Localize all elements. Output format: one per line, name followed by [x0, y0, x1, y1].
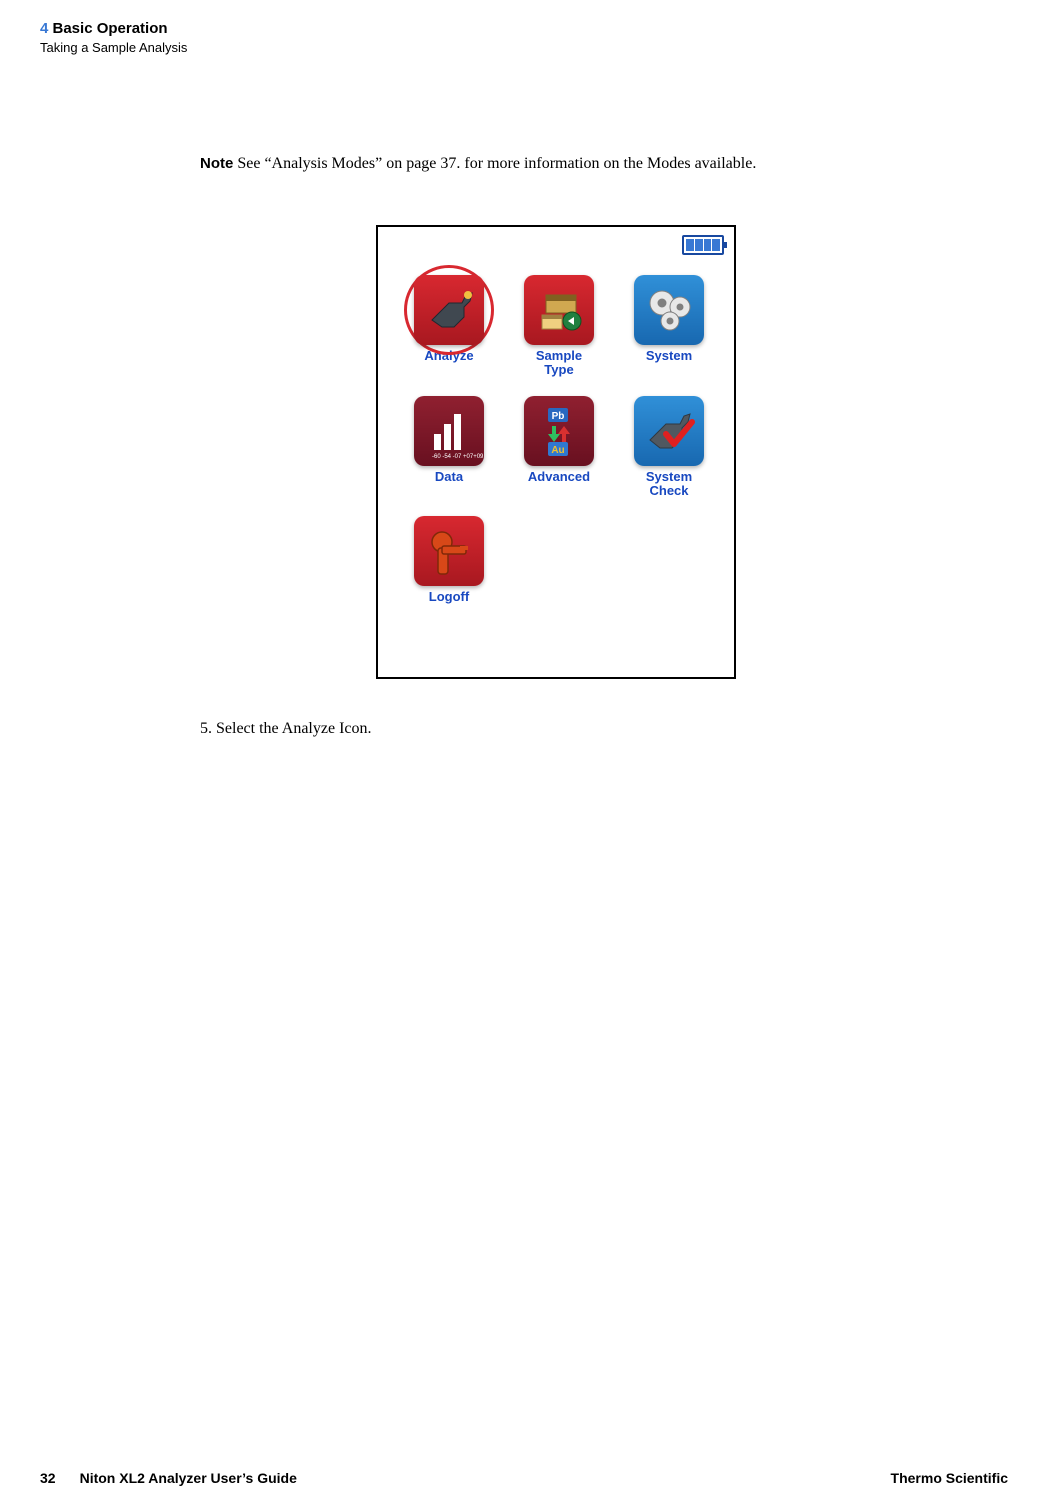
svg-text:Au: Au [551, 445, 564, 456]
menu-item-advanced[interactable]: Pb Au Advanced [508, 396, 610, 499]
logoff-icon [414, 516, 484, 586]
data-icon: -60 -54 -07 +07+09 [414, 396, 484, 466]
menu-item-system-check[interactable]: System Check [618, 396, 720, 499]
guide-title: Niton XL2 Analyzer User’s Guide [80, 1470, 297, 1486]
system-icon [634, 275, 704, 345]
sample-type-icon [524, 275, 594, 345]
menu-label-data: Data [435, 470, 463, 484]
device-screenshot: Analyze Sample Type [376, 225, 736, 679]
menu-item-data[interactable]: -60 -54 -07 +07+09 Data [398, 396, 500, 499]
page-number: 32 [40, 1470, 56, 1486]
menu-grid: Analyze Sample Type [398, 275, 720, 604]
menu-label-system: System [646, 349, 692, 363]
menu-label-logoff: Logoff [429, 590, 469, 604]
menu-label-sample-type: Sample Type [536, 349, 582, 378]
page-footer: 32 Niton XL2 Analyzer User’s Guide Therm… [40, 1470, 1008, 1486]
note-block: Note See “Analysis Modes” on page 37. fo… [200, 155, 756, 173]
analyze-icon [414, 275, 484, 345]
menu-item-system[interactable]: System [618, 275, 720, 378]
instruction-step: 5. Select the Analyze Icon. [200, 720, 372, 738]
company-name: Thermo Scientific [891, 1470, 1008, 1486]
page-header: 4 Basic Operation Taking a Sample Analys… [40, 20, 187, 55]
advanced-icon: Pb Au [524, 396, 594, 466]
menu-item-logoff[interactable]: Logoff [398, 516, 500, 604]
menu-item-analyze[interactable]: Analyze [398, 275, 500, 378]
chapter-title: Basic Operation [48, 20, 167, 37]
menu-label-advanced: Advanced [528, 470, 590, 484]
battery-icon [682, 235, 724, 255]
note-text: See “Analysis Modes” on page 37. for mor… [233, 155, 756, 172]
section-title: Taking a Sample Analysis [40, 40, 187, 55]
note-label: Note [200, 155, 233, 172]
menu-label-system-check: System Check [646, 470, 692, 499]
svg-text:-60 -54 -07 +07+09: -60 -54 -07 +07+09 [432, 454, 484, 460]
menu-item-sample-type[interactable]: Sample Type [508, 275, 610, 378]
svg-text:Pb: Pb [552, 411, 565, 422]
system-check-icon [634, 396, 704, 466]
